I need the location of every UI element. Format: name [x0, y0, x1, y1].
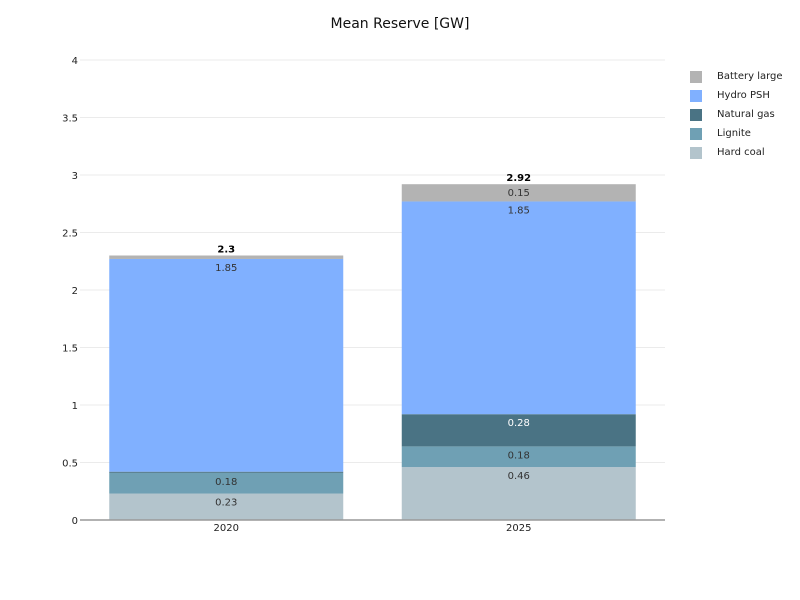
bar-segment — [109, 472, 344, 494]
legend-label: Hard coal — [717, 147, 765, 158]
bar-segment — [401, 184, 636, 202]
legend-item-lignite[interactable]: Lignite — [690, 124, 783, 143]
x-tick-label: 2025 — [506, 523, 531, 534]
legend-item-natural-gas[interactable]: Natural gas — [690, 105, 783, 124]
segment-labels: 0.23 0.18 1.85 0.46 0.18 0.28 1.85 0.15 — [215, 188, 530, 508]
legend-swatch — [690, 146, 702, 159]
legend-item-battery-large[interactable]: Battery large — [690, 67, 783, 86]
legend: Battery large Hydro PSH Natural gas Lign… — [690, 67, 783, 162]
y-tick-label: 3 — [72, 171, 78, 182]
bars — [109, 184, 636, 520]
legend-label: Lignite — [717, 128, 751, 139]
bar-segment — [109, 258, 344, 472]
bar-segment — [109, 471, 344, 473]
bar-segment — [401, 467, 636, 520]
legend-label: Hydro PSH — [717, 90, 770, 101]
legend-label: Natural gas — [717, 109, 775, 120]
total-label: 2.3 — [217, 245, 235, 256]
bar-segment — [401, 446, 636, 468]
legend-item-hard-coal[interactable]: Hard coal — [690, 143, 783, 162]
data-label: 0.15 — [508, 188, 530, 199]
y-tick-label: 1 — [72, 401, 78, 412]
y-tick-label: 2 — [72, 286, 78, 297]
x-axis-ticks: 2020 2025 — [214, 523, 532, 534]
total-label: 2.92 — [506, 173, 531, 184]
y-tick-label: 0 — [72, 516, 78, 527]
bar-segment — [401, 201, 636, 415]
y-tick-label: 1.5 — [62, 344, 78, 355]
data-label: 1.85 — [508, 205, 530, 216]
x-tick-label: 2020 — [214, 523, 239, 534]
legend-swatch — [690, 108, 702, 121]
y-tick-label: 3.5 — [62, 114, 78, 125]
legend-swatch — [690, 89, 702, 102]
bar-segment — [109, 493, 344, 520]
bar-segment — [401, 414, 636, 447]
y-tick-label: 4 — [72, 56, 78, 67]
data-label: 0.28 — [508, 418, 530, 429]
y-tick-label: 0.5 — [62, 459, 78, 470]
legend-swatch — [690, 70, 702, 83]
bar-segment — [109, 255, 344, 259]
chart-title: Mean Reserve [GW] — [330, 16, 470, 32]
y-tick-label: 2.5 — [62, 229, 78, 240]
data-label: 0.18 — [508, 450, 530, 461]
data-label: 1.85 — [215, 263, 237, 274]
legend-swatch — [690, 127, 702, 140]
legend-label: Battery large — [717, 71, 783, 82]
y-axis-ticks: 0 0.5 1 1.5 2 2.5 3 3.5 4 — [62, 56, 78, 527]
data-label: 0.18 — [215, 477, 237, 488]
legend-item-hydro-psh[interactable]: Hydro PSH — [690, 86, 783, 105]
total-labels: 2.3 2.92 — [217, 173, 531, 255]
data-label: 0.46 — [508, 471, 530, 482]
data-label: 0.23 — [215, 498, 237, 509]
